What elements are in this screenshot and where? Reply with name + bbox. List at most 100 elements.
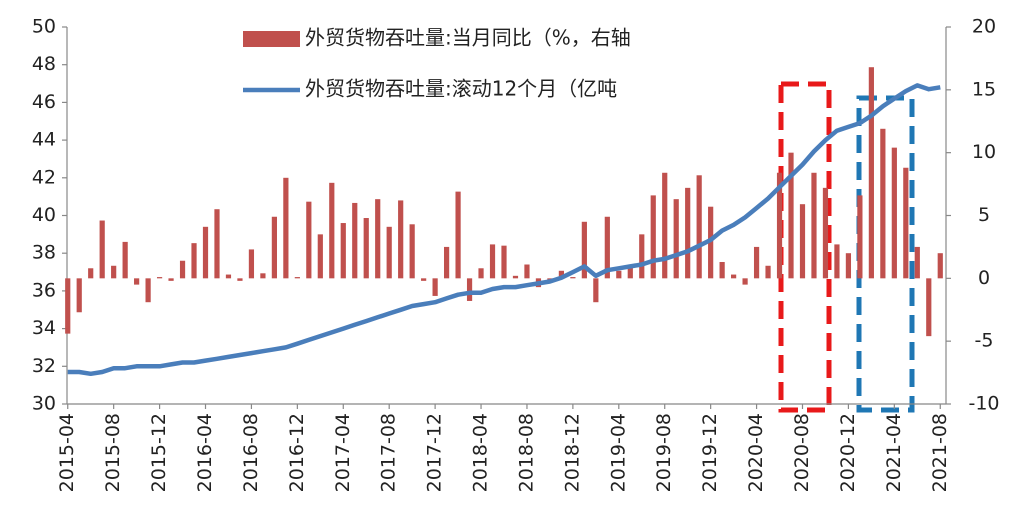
x-tick-label: 2016-08	[240, 413, 262, 492]
x-tick-label: 2017-08	[378, 413, 400, 492]
y-tick-label: 46	[32, 91, 56, 113]
x-tick-label: 2020-08	[791, 413, 813, 492]
bar	[225, 274, 232, 279]
y-tick-label: 50	[32, 16, 56, 38]
y-tick-label: 36	[32, 279, 56, 301]
x-tick-label: 2018-12	[561, 413, 583, 492]
x-tick-label: 2019-12	[699, 413, 721, 492]
bar	[650, 195, 656, 279]
line	[67, 83, 941, 377]
bar	[179, 260, 186, 279]
bar	[765, 265, 771, 279]
bar	[834, 244, 840, 279]
x-tick-label: 2021-08	[929, 413, 951, 492]
y-tick-label: 32	[32, 355, 56, 377]
bar	[352, 202, 358, 279]
bar	[145, 278, 151, 303]
bar	[260, 273, 266, 279]
bar	[340, 223, 346, 279]
legend-label: 外贸货物吞吐量:当月同比（%，右轴	[305, 26, 631, 50]
bar	[375, 199, 381, 279]
bar	[214, 209, 220, 279]
legend-swatch	[243, 31, 300, 47]
bar	[811, 172, 817, 279]
x-tick-label: 2016-04	[194, 413, 216, 492]
bar	[662, 172, 668, 279]
bar	[134, 278, 140, 285]
y2-tick-label: -10	[968, 393, 999, 415]
bar	[639, 234, 645, 279]
x-tick-label: 2018-08	[515, 413, 537, 492]
bar	[111, 265, 117, 279]
legend-label: 外贸货物吞吐量:滚动12个月（亿吨	[305, 77, 617, 101]
y2-tick-label: 10	[972, 141, 996, 163]
bar	[776, 172, 783, 279]
bar	[708, 206, 714, 279]
bar	[122, 241, 128, 279]
y-tick-label: 42	[32, 166, 56, 188]
bar	[489, 244, 496, 279]
bar	[753, 246, 760, 279]
y-tick-label: 30	[32, 393, 56, 415]
y2-tick-label: 15	[972, 78, 996, 100]
bar	[455, 191, 461, 279]
x-tick-label: 2018-04	[470, 413, 492, 492]
bar	[799, 204, 806, 279]
bar	[88, 268, 94, 279]
bar	[604, 216, 610, 279]
bar	[524, 264, 530, 279]
bar	[742, 278, 748, 285]
x-tick-label: 2015-04	[56, 413, 78, 492]
bar	[443, 246, 450, 279]
bar	[237, 278, 243, 281]
bar	[306, 201, 312, 279]
y-tick-label: 34	[32, 317, 56, 339]
bar	[398, 200, 404, 279]
bar	[386, 226, 392, 279]
x-tick-label: 2019-04	[607, 413, 629, 492]
x-tick-label: 2019-08	[653, 413, 675, 492]
bar	[868, 67, 874, 279]
bar	[191, 243, 197, 279]
bar	[202, 226, 209, 279]
x-tick-label: 2020-04	[745, 413, 767, 492]
bar	[719, 261, 725, 279]
bar	[99, 220, 105, 279]
bar	[581, 221, 587, 279]
bar	[627, 264, 633, 279]
bar	[731, 274, 737, 279]
y2-tick-label: 20	[972, 16, 996, 38]
bar	[616, 270, 622, 279]
bar	[926, 278, 932, 337]
bar	[65, 278, 71, 334]
y-tick-label: 40	[32, 204, 56, 226]
bar	[76, 278, 82, 313]
bar	[421, 278, 427, 281]
bar	[329, 182, 335, 279]
bar	[788, 152, 794, 279]
bar	[593, 278, 599, 303]
bar	[903, 167, 909, 279]
bar	[512, 275, 519, 279]
x-tick-label: 2015-12	[148, 413, 170, 492]
bar	[914, 246, 920, 279]
bar	[880, 128, 886, 279]
bar	[478, 268, 484, 279]
y-tick-label: 48	[32, 53, 56, 75]
y2-tick-label: 0	[978, 267, 990, 289]
y-tick-label: 44	[32, 129, 56, 151]
bar	[558, 270, 565, 279]
x-tick-label: 2016-12	[286, 413, 308, 492]
bar	[248, 249, 255, 279]
y2-tick-label: 5	[978, 204, 990, 226]
y2-tick-label: -5	[975, 330, 994, 352]
bar	[570, 277, 576, 279]
x-tick-label: 2015-08	[102, 413, 124, 492]
bar	[363, 218, 369, 279]
bar	[283, 177, 289, 279]
bar	[685, 187, 691, 279]
bar	[432, 278, 438, 296]
bar	[168, 278, 174, 281]
x-tick-label: 2017-04	[332, 413, 354, 492]
